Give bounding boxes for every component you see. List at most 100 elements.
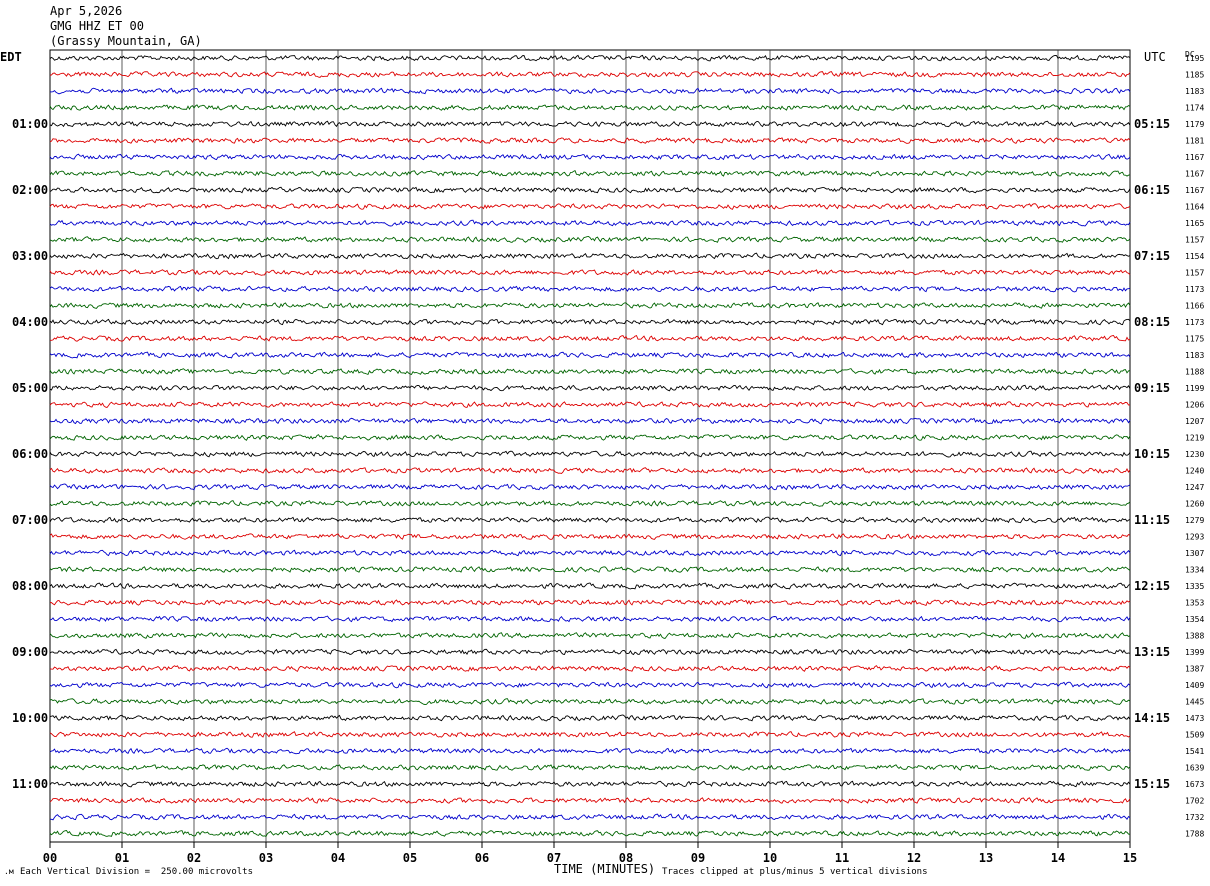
seismic-trace [49, 170, 1131, 177]
utc-hour-label: 09:15 [1134, 381, 1170, 395]
seismic-trace [49, 698, 1131, 706]
seismic-trace [49, 813, 1131, 821]
seismic-trace [49, 615, 1131, 623]
dc-offset-value: 1354 [1185, 615, 1204, 624]
seismic-trace [49, 302, 1131, 309]
dc-offset-value: 1409 [1185, 681, 1204, 690]
seismic-trace [49, 780, 1131, 788]
dc-offset-value: 1167 [1185, 153, 1204, 162]
seismic-trace [49, 533, 1131, 540]
dc-offset-value: 1673 [1185, 780, 1204, 789]
seismic-trace [49, 401, 1131, 408]
seismic-trace [49, 186, 1131, 194]
edt-hour-label: 08:00 [12, 579, 48, 593]
utc-hour-label: 05:15 [1134, 117, 1170, 131]
edt-hour-label: 07:00 [12, 513, 48, 527]
seismic-trace [49, 203, 1131, 210]
dc-offset-value: 1445 [1185, 698, 1204, 707]
seismic-trace [49, 434, 1131, 441]
seismic-trace [49, 235, 1131, 243]
seismic-trace [49, 467, 1131, 475]
dc-offset-value: 1388 [1185, 632, 1204, 641]
dc-offset-value: 1185 [1185, 71, 1204, 80]
x-tick-label: 14 [1051, 851, 1065, 865]
dc-offset-value: 1541 [1185, 747, 1204, 756]
dc-offset-value: 1387 [1185, 665, 1204, 674]
edt-hour-label: 09:00 [12, 645, 48, 659]
edt-hour-label: 10:00 [12, 711, 48, 725]
seismic-trace [49, 714, 1131, 722]
seismic-trace [49, 417, 1131, 425]
seismic-trace [49, 285, 1131, 293]
dc-offset-value: 1199 [1185, 384, 1204, 393]
utc-hour-label: 08:15 [1134, 315, 1170, 329]
dc-offset-value: 1788 [1185, 830, 1204, 839]
dc-offset-value: 1166 [1185, 302, 1204, 311]
edt-hour-label: 04:00 [12, 315, 48, 329]
utc-hour-label: 10:15 [1134, 447, 1170, 461]
x-tick-label: 00 [43, 851, 57, 865]
dc-offset-value: 1293 [1185, 533, 1204, 542]
dc-offset-value: 1207 [1185, 417, 1204, 426]
x-tick-label: 03 [259, 851, 273, 865]
seismic-trace [49, 334, 1131, 342]
x-tick-label: 08 [619, 851, 633, 865]
scale-note: Each Vertical Division = 250.00 microvol… [20, 867, 253, 877]
dc-offset-value: 1167 [1185, 186, 1204, 195]
seismic-trace [49, 747, 1131, 755]
dc-offset-value: 1181 [1185, 137, 1204, 146]
edt-heading: EDT [0, 50, 22, 64]
seismic-trace [49, 87, 1131, 95]
seismic-trace [49, 351, 1131, 359]
seismic-trace [49, 450, 1131, 458]
seismic-trace [49, 731, 1131, 738]
edt-hour-label: 11:00 [12, 777, 48, 791]
plot-frame [49, 49, 1131, 843]
dc-offset-value: 1188 [1185, 368, 1204, 377]
dc-offset-value: 1230 [1185, 450, 1204, 459]
dc-offset-value: 1399 [1185, 648, 1204, 657]
edt-hour-label: 05:00 [12, 381, 48, 395]
dc-offset-value: 1183 [1185, 87, 1204, 96]
grid [49, 49, 1131, 848]
dc-offset-value: 1175 [1185, 335, 1204, 344]
station-code: GMG HHZ ET 00 [50, 19, 144, 33]
seismic-trace [49, 54, 1131, 62]
x-tick-label: 11 [835, 851, 849, 865]
x-tick-label: 07 [547, 851, 561, 865]
dc-offset-value: 1702 [1185, 797, 1204, 806]
plot-date: Apr 5,2026 [50, 4, 123, 18]
seismic-trace [49, 104, 1131, 111]
utc-hour-label: 12:15 [1134, 579, 1170, 593]
seismic-trace [49, 500, 1131, 507]
seismic-trace [49, 797, 1131, 804]
seismic-trace [49, 153, 1131, 161]
dc-offset-value: 1173 [1185, 285, 1204, 294]
seismic-trace [49, 665, 1131, 672]
dc-offset-value: 1473 [1185, 714, 1204, 723]
dc-offset-value: 1732 [1185, 813, 1204, 822]
utc-hour-label: 14:15 [1134, 711, 1170, 725]
dc-offset-value: 1219 [1185, 434, 1204, 443]
dc-offset-value: 1174 [1185, 104, 1204, 113]
dc-offset-value: 1157 [1185, 236, 1204, 245]
utc-heading: UTC [1144, 50, 1166, 64]
seismic-trace [49, 764, 1131, 771]
x-tick-label: 09 [691, 851, 705, 865]
trace-lines [49, 54, 1131, 837]
seismic-trace [49, 582, 1131, 590]
station-location: (Grassy Mountain, GA) [50, 34, 202, 48]
dc-offset-value: 1353 [1185, 599, 1204, 608]
dc-offset-value: 1639 [1185, 764, 1204, 773]
x-tick-label: 02 [187, 851, 201, 865]
dc-offset-value: 1206 [1185, 401, 1204, 410]
seismic-trace [49, 71, 1131, 78]
x-tick-label: 13 [979, 851, 993, 865]
seismic-trace [49, 137, 1131, 144]
seismic-trace [49, 566, 1131, 573]
utc-hour-label: 07:15 [1134, 249, 1170, 263]
dc-column-heading: DC [1185, 50, 1195, 59]
edt-hour-label: 01:00 [12, 117, 48, 131]
edt-hour-label: 06:00 [12, 447, 48, 461]
